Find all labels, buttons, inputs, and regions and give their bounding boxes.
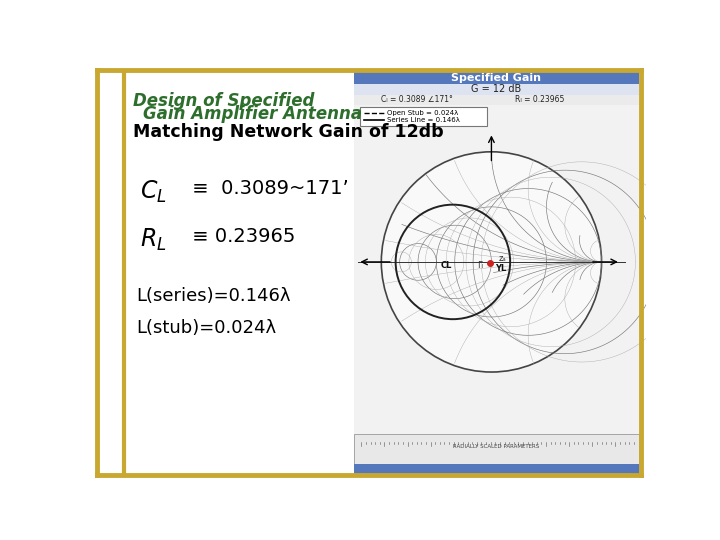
Bar — [354, 84, 639, 95]
Text: Design of Specified: Design of Specified — [133, 92, 315, 110]
Text: Rₗ = 0.23965: Rₗ = 0.23965 — [516, 96, 564, 104]
Text: Γₗ: Γₗ — [477, 261, 483, 270]
Text: Matching Network Gain of 12db: Matching Network Gain of 12db — [133, 123, 444, 141]
Text: YL: YL — [495, 264, 506, 273]
Text: $C_L$: $C_L$ — [140, 179, 166, 205]
Circle shape — [382, 152, 601, 372]
Bar — [354, 72, 639, 84]
Text: L(stub)=0.024λ: L(stub)=0.024λ — [137, 319, 276, 337]
Bar — [354, 464, 639, 475]
Text: G = 12 dB: G = 12 dB — [472, 84, 521, 94]
Bar — [360, 107, 487, 126]
Bar — [354, 434, 639, 474]
Text: ≡ 0.23965: ≡ 0.23965 — [186, 226, 295, 246]
Bar — [354, 95, 639, 105]
Text: zₐ: zₐ — [499, 254, 507, 262]
Text: Series Line = 0.146λ: Series Line = 0.146λ — [387, 117, 459, 123]
Text: L(series)=0.146λ: L(series)=0.146λ — [137, 287, 291, 305]
Text: RADIALLY SCALED PARAMETERS: RADIALLY SCALED PARAMETERS — [454, 444, 539, 449]
Text: Cₗ = 0.3089 ∠171°: Cₗ = 0.3089 ∠171° — [381, 96, 452, 104]
Text: Open Stub = 0.024λ: Open Stub = 0.024λ — [387, 110, 458, 116]
Text: Specified Gain: Specified Gain — [451, 73, 541, 83]
Text: ≡  0.3089~171’: ≡ 0.3089~171’ — [186, 179, 348, 198]
Text: CL: CL — [441, 261, 452, 270]
Text: $R_L$: $R_L$ — [140, 226, 166, 253]
Bar — [354, 72, 639, 474]
Text: Gain Amplifier Antenna: Gain Amplifier Antenna — [143, 105, 361, 123]
